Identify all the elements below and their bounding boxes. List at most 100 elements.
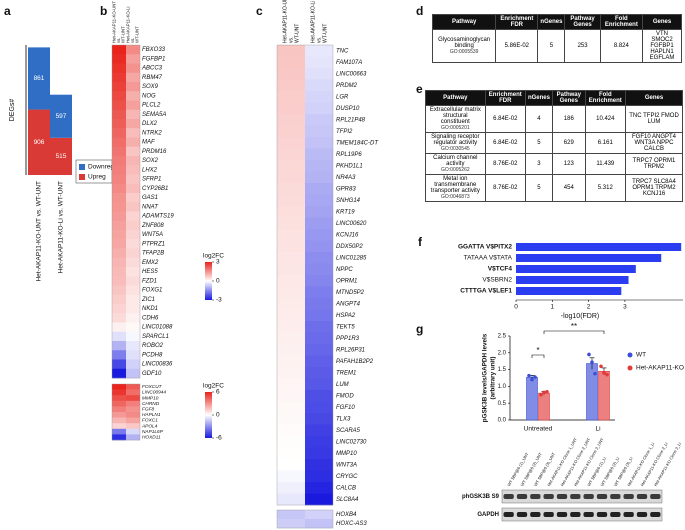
heatmap-cell xyxy=(112,109,126,120)
heatmap-cell xyxy=(112,350,126,360)
heatmap-cell xyxy=(126,406,140,413)
heatmap-cell xyxy=(112,368,126,379)
heatmap-cell xyxy=(305,217,333,230)
significance-label: ** xyxy=(571,322,577,331)
heatmap-cell xyxy=(277,298,305,310)
data-point xyxy=(527,373,531,378)
heatmap-cell xyxy=(277,519,305,529)
data-point xyxy=(533,375,537,379)
table-cell: 253 xyxy=(564,29,601,63)
category-label: TATAAA V$TATA xyxy=(464,255,513,262)
heatmap-cell xyxy=(126,368,140,379)
gene-label: HOXB4 xyxy=(336,512,357,518)
heatmap-cell xyxy=(112,220,126,231)
heatmap-cell xyxy=(277,275,305,287)
table-cell: 8.76E-02 xyxy=(484,153,526,175)
heatmap-cell xyxy=(112,434,126,441)
heatmap-cell xyxy=(126,389,140,396)
gene-label: LUM xyxy=(336,382,349,388)
heatmap-cell xyxy=(277,482,305,494)
heatmap-cell xyxy=(277,125,305,138)
bar-segment xyxy=(28,47,50,110)
gene-label: NOG xyxy=(142,93,156,99)
bar xyxy=(538,392,550,421)
blot-band xyxy=(583,512,594,517)
value-label: 597 xyxy=(56,113,67,120)
y-tick-label: 0.0 xyxy=(498,418,507,424)
table-cell: 6.84E-02 xyxy=(484,105,526,133)
heatmap-cell xyxy=(305,91,333,103)
heatmap-cell xyxy=(112,91,126,101)
gene-label: DUSP10 xyxy=(336,106,360,112)
blot-band xyxy=(570,494,581,499)
heatmap-cell xyxy=(126,304,140,314)
heatmap-cell xyxy=(305,148,333,161)
gene-label: TLX3 xyxy=(336,416,351,422)
heatmap-cell xyxy=(112,276,126,286)
gene-label: MAF xyxy=(142,140,155,146)
legend-label: Upreg xyxy=(88,174,106,181)
heatmap-cell xyxy=(126,119,140,129)
heatmap-cell xyxy=(277,79,305,92)
table-row: Glycosaminoglycan binding GO:0005539 5.86E… xyxy=(431,29,682,63)
heatmap-cell xyxy=(305,447,333,460)
legend-label: WT xyxy=(636,352,646,359)
heatmap-cell xyxy=(126,400,140,407)
heatmap-cell xyxy=(305,240,333,253)
go-id: GO:0005201 xyxy=(441,125,470,131)
legend-swatch xyxy=(79,174,85,180)
bar xyxy=(516,254,662,262)
x-tick-label: 0 xyxy=(514,304,518,311)
gene-label: OPRM1 xyxy=(336,278,357,284)
heatmap-cell xyxy=(277,332,305,345)
gene-label: NR4A3 xyxy=(336,175,356,181)
gene-label: SOX9 xyxy=(142,84,159,90)
gene-label: SPARCL1 xyxy=(142,334,169,340)
blot-band xyxy=(543,512,554,517)
heatmap-cell xyxy=(305,332,333,345)
heatmap-cell xyxy=(112,257,126,268)
heatmap-cell xyxy=(277,240,305,253)
heatmap-cell xyxy=(126,239,140,249)
gene-label: HAPLN1 xyxy=(142,412,161,418)
band-label: phGSK3B S9 xyxy=(462,494,500,500)
heatmap-cell xyxy=(112,267,126,277)
blot-band xyxy=(530,512,541,517)
heatmap-cell xyxy=(126,428,140,435)
heatmap-cell xyxy=(126,350,140,360)
table-header-row: Pathway Enrichment FDR nGenes Pathway Genes… xyxy=(431,14,682,30)
table-row: Signaling receptor regulator activity GO:… xyxy=(425,132,683,154)
heatmap-cell xyxy=(277,401,305,414)
panel-letter: c xyxy=(256,4,263,18)
heatmap-cell xyxy=(277,263,305,276)
blot-band xyxy=(556,512,568,517)
gene-label: LINC00836 xyxy=(142,362,173,368)
heatmap-cell xyxy=(126,91,140,101)
table-cell: 8.76E-02 xyxy=(484,174,526,202)
heatmap-cell xyxy=(126,137,140,148)
heatmap-cell xyxy=(112,322,126,333)
heatmap-cell xyxy=(126,417,140,424)
heatmap-cell xyxy=(112,165,126,175)
column-label: vs. xyxy=(116,38,121,44)
heatmap-cell xyxy=(305,286,333,299)
table-header-cell: Pathway Genes xyxy=(551,90,586,106)
table-cell: 186 xyxy=(551,105,586,133)
heatmap-cell xyxy=(112,128,126,138)
bar-segment xyxy=(28,109,50,175)
y-axis-label: DEGs# xyxy=(9,99,16,122)
heatmap-cell xyxy=(305,470,333,483)
gene-label: LINC01088 xyxy=(142,325,173,331)
table-cell: VTN SMOC2 FGFBP1 HAPLN1 EGFLAM xyxy=(642,29,682,63)
colorbar xyxy=(205,262,212,300)
heatmap-cell xyxy=(305,390,333,402)
heatmap-cell xyxy=(305,321,333,333)
heatmap-cell xyxy=(277,367,305,379)
panel-letter: g xyxy=(416,322,423,336)
gene-label: SNHG14 xyxy=(336,198,361,204)
heatmap-cell xyxy=(305,459,333,471)
heatmap-cell xyxy=(305,309,333,322)
heatmap-cell xyxy=(112,428,126,435)
heatmap-cell xyxy=(126,423,140,430)
go-id: GO:0005262 xyxy=(441,167,470,173)
